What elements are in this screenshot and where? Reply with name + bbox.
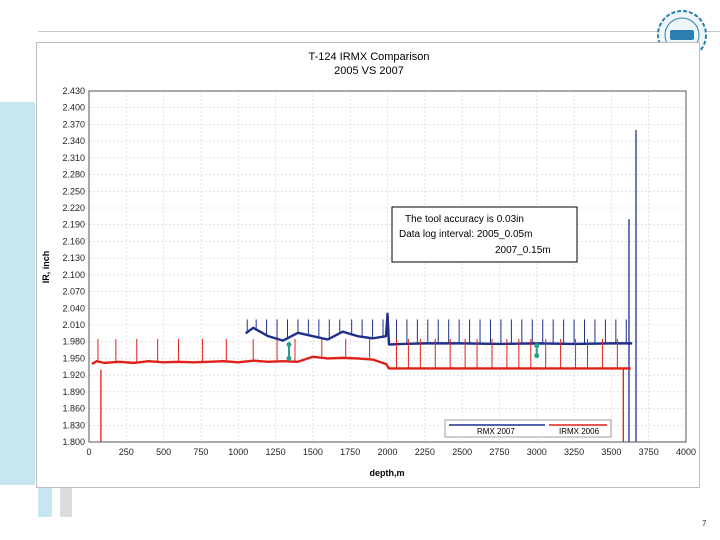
chart-frame: 1.800 1.830 1.860 1.890 1.920 1.950 1.980 2.010…: [36, 42, 700, 488]
y-tick-label: 2.010: [62, 320, 85, 330]
legend-label-rmx-2007: RMX 2007: [477, 427, 515, 436]
y-tick-label: 1.950: [62, 353, 85, 363]
y-tick-labels: 1.800 1.830 1.860 1.890 1.920 1.950 1.980 2.010…: [62, 86, 85, 447]
x-tick-label: 1250: [266, 447, 286, 457]
y-tick-label: 1.980: [62, 337, 85, 347]
annotation-box: The tool accuracy is 0.03in Data log int…: [391, 206, 578, 263]
annotation-line-2: Data log interval: 2005_0.05m: [399, 229, 532, 240]
header-rule: [38, 31, 720, 32]
y-tick-label: 2.100: [62, 270, 85, 280]
x-tick-label: 2250: [415, 447, 435, 457]
x-tick-label: 500: [156, 447, 171, 457]
y-tick-label: 1.830: [62, 420, 85, 430]
y-tick-label: 2.250: [62, 186, 85, 196]
series-rmx-2007: [244, 130, 637, 442]
y-tick-label: 2.190: [62, 220, 85, 230]
grid-lines: [88, 90, 687, 443]
side-accent-stub-gray: [60, 485, 72, 517]
x-tick-label: 1750: [340, 447, 360, 457]
y-tick-label: 1.860: [62, 404, 85, 414]
annotation-line-3: 2007_0.15m: [495, 245, 551, 256]
annotation-line-1: The tool accuracy is 0.03in: [405, 214, 524, 225]
legend-label-irmx-2006: IRMX 2006: [559, 427, 600, 436]
x-tick-label: 1500: [303, 447, 323, 457]
y-tick-label: 2.400: [62, 103, 85, 113]
plot-border: [88, 90, 687, 443]
chart-subtitle: 2005 VS 2007: [334, 65, 404, 77]
x-tick-label: 2750: [489, 447, 509, 457]
accuracy-marker: [286, 342, 292, 361]
x-tick-label: 250: [119, 447, 134, 457]
x-axis-label: depth,m: [370, 468, 405, 478]
x-tick-label: 3500: [601, 447, 621, 457]
y-tick-label: 2.310: [62, 153, 85, 163]
x-tick-label: 3750: [639, 447, 659, 457]
y-tick-label: 2.130: [62, 253, 85, 263]
x-tick-label: 3250: [564, 447, 584, 457]
y-tick-label: 1.920: [62, 370, 85, 380]
accuracy-marker: [534, 343, 540, 359]
y-tick-label: 1.890: [62, 387, 85, 397]
x-tick-label: 3000: [527, 447, 547, 457]
x-tick-label: 4000: [676, 447, 696, 457]
x-tick-label: 0: [86, 447, 91, 457]
depth-ir-chart: 1.800 1.830 1.860 1.890 1.920 1.950 1.980 2.010…: [41, 51, 696, 478]
x-tick-label: 1000: [228, 447, 248, 457]
series-irmx-2006: [91, 338, 631, 442]
page-number: 7: [702, 519, 707, 528]
x-tick-labels: 0 250 500 750 1000 1250 1500 1750 2000 2250 2500 27…: [86, 447, 696, 457]
series-line: [244, 312, 633, 346]
side-accent-bar: [0, 102, 35, 485]
y-tick-label: 2.280: [62, 170, 85, 180]
x-tick-label: 2500: [452, 447, 472, 457]
series-layer: [91, 130, 637, 442]
legend: RMX 2007 IRMX 2006: [444, 419, 612, 438]
y-tick-label: 2.430: [62, 86, 85, 96]
x-tick-label: 2000: [377, 447, 397, 457]
y-tick-label: 2.160: [62, 236, 85, 246]
y-tick-label: 1.800: [62, 437, 85, 447]
y-tick-label: 2.340: [62, 136, 85, 146]
marker-layer: [286, 342, 540, 361]
side-accent-stub-blue: [38, 485, 52, 517]
x-tick-label: 750: [193, 447, 208, 457]
y-tick-label: 2.070: [62, 287, 85, 297]
y-tick-label: 2.220: [62, 203, 85, 213]
y-axis-label: IR, inch: [41, 251, 51, 284]
y-tick-label: 2.370: [62, 119, 85, 129]
chart-title: T-124 IRMX Comparison: [308, 51, 429, 63]
series-line: [91, 355, 631, 370]
y-tick-label: 2.040: [62, 303, 85, 313]
